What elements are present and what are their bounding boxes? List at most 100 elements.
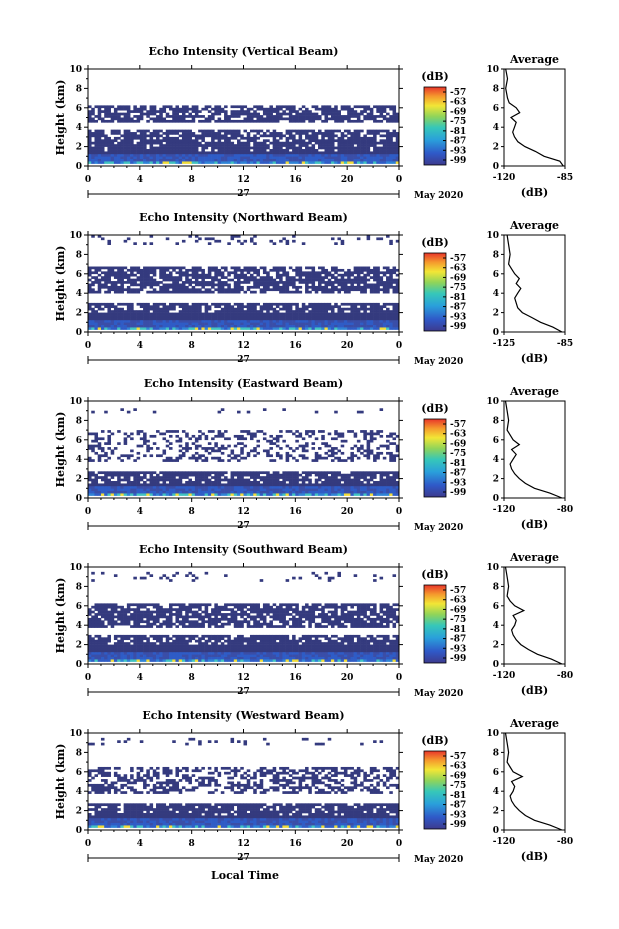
colorbar-tick-label: -75 (450, 283, 466, 293)
date-label: May 2020 (414, 855, 463, 865)
colorbar (423, 86, 447, 166)
x-tick-label: 12 (237, 839, 250, 849)
y-tick-label: 10 (69, 231, 82, 241)
y-tick-label: 10 (69, 729, 82, 739)
x-tick-label: 20 (341, 341, 354, 351)
colorbar-tick-label: -75 (450, 449, 466, 459)
y-tick-label: 8 (76, 416, 82, 426)
x-tick-label: 8 (189, 673, 195, 683)
y-tick-label: 4 (76, 289, 82, 299)
heatmap-cells (88, 105, 400, 164)
profile-frame (503, 234, 566, 333)
profile-y-tick-label: 6 (493, 436, 499, 446)
y-tick-label: 6 (76, 602, 82, 612)
profile-x-tick-label: -80 (557, 837, 573, 847)
x-axis-label: Local Time (211, 869, 279, 882)
colorbar-tick-label: -57 (450, 254, 466, 264)
profile-x-label: (dB) (521, 518, 548, 531)
day-label: 27 (237, 189, 250, 199)
y-tick-label: 2 (76, 475, 82, 485)
colorbar-unit: (dB) (421, 70, 448, 83)
colorbar-tick-label: -93 (450, 146, 466, 156)
profile-x-tick-label: -120 (493, 837, 516, 847)
y-axis-label: Height (km) (54, 412, 67, 488)
y-tick-label: 6 (76, 768, 82, 778)
profile-line (504, 732, 563, 831)
x-tick-label: 16 (289, 839, 302, 849)
profile-y-tick-label: 0 (493, 660, 499, 670)
x-tick-label: 0 (396, 839, 402, 849)
profile-y-tick-label: 4 (493, 787, 499, 797)
panel-title: Echo Intensity (Southward Beam) (139, 543, 348, 556)
y-axis-label: Height (km) (54, 80, 67, 156)
colorbar-tick-label: -75 (450, 615, 466, 625)
x-tick-label: 8 (189, 839, 195, 849)
x-tick-label: 4 (137, 673, 143, 683)
profile-x-tick-label: -120 (493, 505, 516, 515)
profile-y-tick-label: 2 (493, 143, 499, 153)
y-tick-label: 0 (76, 328, 82, 338)
profile-y-tick-label: 0 (493, 328, 499, 338)
x-tick-label: 0 (396, 341, 402, 351)
profile-y-tick-label: 2 (493, 807, 499, 817)
y-tick-label: 4 (76, 455, 82, 465)
colorbar-tick-label: -81 (450, 127, 466, 137)
colorbar-tick-label: -57 (450, 88, 466, 98)
x-tick-label: 20 (341, 839, 354, 849)
x-tick-label: 0 (85, 341, 91, 351)
profile-y-tick-label: 10 (486, 563, 499, 573)
x-tick-label: 8 (189, 175, 195, 185)
colorbar-tick-label: -93 (450, 644, 466, 654)
x-tick-label: 8 (189, 507, 195, 517)
profile-y-tick-label: 10 (486, 65, 499, 75)
colorbar (423, 584, 447, 664)
colorbar-tick-label: -81 (450, 293, 466, 303)
colorbar-tick-label: -87 (450, 137, 466, 147)
x-tick-label: 0 (85, 839, 91, 849)
profile-line (506, 234, 563, 333)
date-label: May 2020 (414, 523, 463, 533)
x-tick-label: 16 (289, 673, 302, 683)
y-tick-label: 4 (76, 787, 82, 797)
x-tick-label: 16 (289, 175, 302, 185)
y-tick-label: 8 (76, 748, 82, 758)
colorbar-tick-label: -69 (450, 771, 466, 781)
heatmap-cells (88, 408, 400, 496)
profile-x-tick-label: -120 (493, 671, 516, 681)
colorbar-tick-label: -87 (450, 303, 466, 313)
x-tick-label: 4 (137, 839, 143, 849)
x-tick-label: 4 (137, 507, 143, 517)
panel-2: Echo Intensity (Northward Beam)0246810He… (54, 211, 573, 367)
profile-y-tick-label: 6 (493, 270, 499, 280)
profile-x-tick-label: -120 (493, 173, 516, 183)
y-tick-label: 0 (76, 162, 82, 172)
colorbar-tick-label: -69 (450, 439, 466, 449)
heatmap-cells (88, 235, 400, 330)
profile-x-tick-label: -125 (493, 339, 516, 349)
x-tick-label: 12 (237, 507, 250, 517)
panel-title: Echo Intensity (Northward Beam) (139, 211, 348, 224)
date-label: May 2020 (414, 357, 463, 367)
x-tick-label: 12 (237, 175, 250, 185)
colorbar-tick-label: -57 (450, 420, 466, 430)
profile-y-tick-label: 0 (493, 826, 499, 836)
y-tick-label: 2 (76, 143, 82, 153)
y-tick-label: 2 (76, 641, 82, 651)
y-tick-label: 8 (76, 582, 82, 592)
colorbar (423, 750, 447, 830)
profile-line (504, 400, 563, 499)
x-tick-label: 0 (396, 673, 402, 683)
profile-y-tick-label: 4 (493, 289, 499, 299)
profile-title: Average (509, 53, 559, 66)
profile-y-tick-label: 8 (493, 416, 499, 426)
colorbar-tick-label: -63 (450, 264, 466, 274)
profile-x-label: (dB) (521, 186, 548, 199)
panel-title: Echo Intensity (Westward Beam) (142, 709, 344, 722)
profile-y-tick-label: 0 (493, 494, 499, 504)
profile-y-tick-label: 10 (486, 231, 499, 241)
x-tick-label: 0 (396, 507, 402, 517)
y-tick-label: 0 (76, 826, 82, 836)
profile-y-tick-label: 0 (493, 162, 499, 172)
profile-y-tick-label: 8 (493, 582, 499, 592)
profile-y-tick-label: 10 (486, 397, 499, 407)
